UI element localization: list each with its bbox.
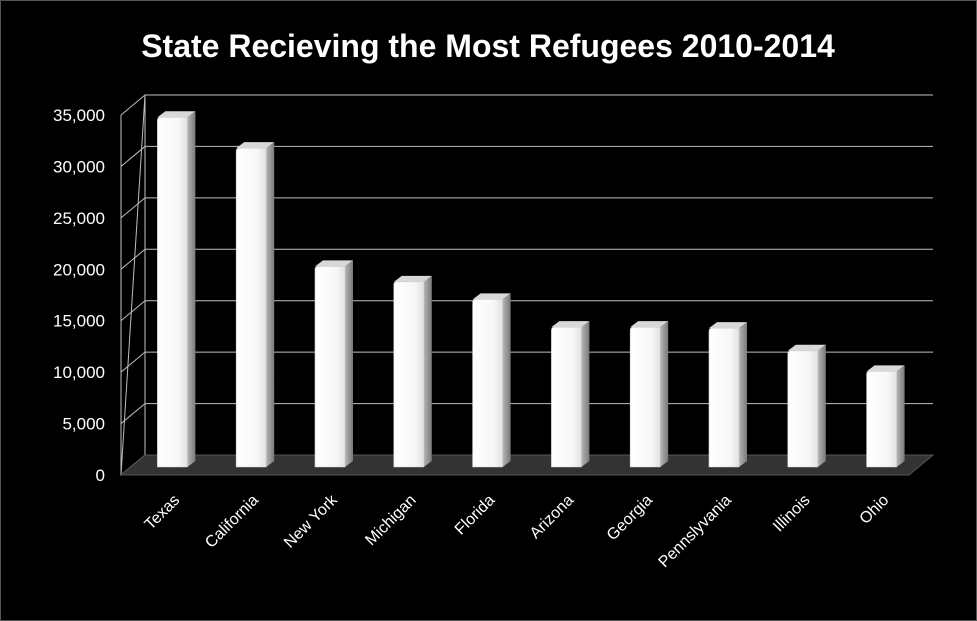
bars xyxy=(157,111,905,468)
bar-front xyxy=(235,147,267,468)
bar xyxy=(551,321,590,468)
bar-front xyxy=(472,299,503,468)
bar-side xyxy=(423,275,432,467)
y-tick-labels: 0 5,000 10,000 15,000 20,000 25,000 30,000 35,0… xyxy=(53,106,105,485)
bar xyxy=(157,111,196,468)
x-tick-label: Pennslyvania xyxy=(656,492,735,571)
bar-front xyxy=(314,266,346,468)
bar-side xyxy=(345,260,353,467)
bar xyxy=(629,321,669,468)
bar-top xyxy=(787,344,826,351)
bar-side xyxy=(502,293,511,467)
gridline xyxy=(120,403,933,424)
bar-top xyxy=(315,260,353,267)
bar-side xyxy=(739,322,747,467)
y-tick-label: 25,000 xyxy=(53,209,105,228)
x-tick-label: New York xyxy=(281,491,342,552)
bar-side xyxy=(187,111,196,468)
bar-top xyxy=(472,293,511,300)
bar-front xyxy=(629,326,661,468)
x-tick-label: Illinois xyxy=(770,492,813,535)
bar-front xyxy=(866,371,897,468)
bar xyxy=(787,344,826,468)
bar-side xyxy=(660,321,669,467)
bar-front xyxy=(551,326,582,468)
bar-top xyxy=(709,322,747,329)
bar xyxy=(472,293,511,468)
y-tick-label: 15,000 xyxy=(53,312,105,331)
bar-front xyxy=(157,116,188,468)
x-tick-label: Arizona xyxy=(527,492,577,542)
gridline xyxy=(120,145,933,167)
x-tick-labels: Texas California New York Michigan Florida Ar… xyxy=(142,491,893,571)
gridline xyxy=(120,351,933,373)
bar xyxy=(314,260,353,468)
bar xyxy=(708,322,747,468)
chart-title: State Recieving the Most Refugees 2010-2… xyxy=(141,28,835,64)
bar-top xyxy=(236,142,275,149)
bar xyxy=(393,275,432,468)
gridline xyxy=(120,248,933,270)
y-tick-label: 10,000 xyxy=(53,363,105,382)
gridlines xyxy=(120,94,933,424)
bar-top xyxy=(157,111,196,118)
x-tick-label: Michigan xyxy=(362,492,419,549)
x-tick-label: Ohio xyxy=(857,492,893,528)
y-tick-label: 30,000 xyxy=(53,157,105,176)
bar-side xyxy=(817,344,826,467)
bar-side xyxy=(896,365,905,467)
y-tick-label: 5,000 xyxy=(62,415,105,434)
bar-side xyxy=(581,321,590,467)
bar-side xyxy=(266,142,275,467)
y-tick-label: 35,000 xyxy=(53,106,105,125)
x-tick-label: Georgia xyxy=(604,492,656,544)
bar-front xyxy=(787,350,819,468)
gridline xyxy=(120,300,933,322)
gridline xyxy=(120,94,933,116)
back-wall-edge xyxy=(120,94,146,477)
x-tick-label: Texas xyxy=(142,492,184,534)
y-tick-label: 0 xyxy=(96,466,105,485)
bar-front xyxy=(393,281,425,468)
bar-front xyxy=(708,327,740,468)
bar-top xyxy=(393,275,432,282)
gridline xyxy=(120,197,933,219)
bar xyxy=(866,365,905,468)
bar-top xyxy=(551,321,590,328)
bar xyxy=(235,142,275,468)
x-tick-label: Florida xyxy=(452,492,499,539)
y-tick-label: 20,000 xyxy=(53,260,105,279)
bar-top xyxy=(866,365,905,372)
x-tick-label: California xyxy=(202,492,262,552)
bar-top xyxy=(630,321,669,328)
